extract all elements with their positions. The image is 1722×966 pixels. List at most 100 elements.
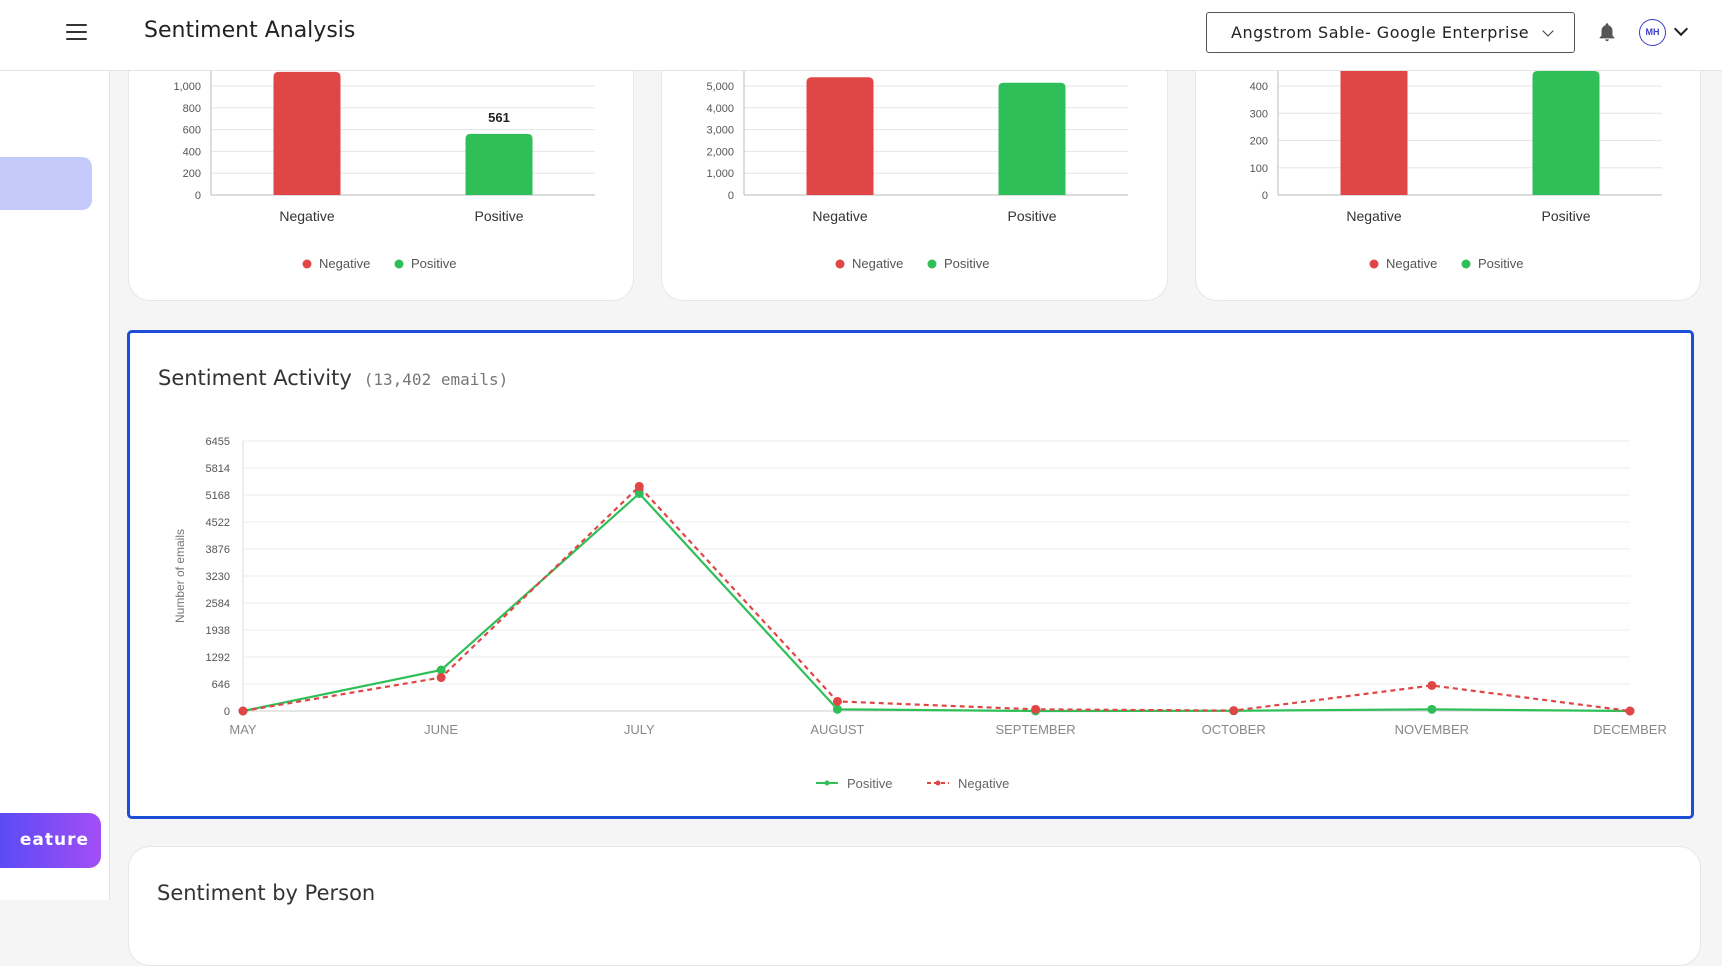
legend-label: Negative — [319, 256, 370, 271]
y-tick-label: 400 — [1250, 81, 1268, 93]
sentiment-by-person-title: Sentiment by Person — [157, 881, 376, 905]
legend-label: Positive — [411, 256, 457, 271]
data-point-negative[interactable] — [1625, 706, 1635, 716]
data-point-positive[interactable] — [436, 665, 446, 675]
feature-button[interactable]: eature — [0, 813, 101, 868]
legend-label: Positive — [847, 776, 893, 791]
data-point-positive[interactable] — [1427, 704, 1437, 714]
legend-marker — [1369, 259, 1379, 269]
x-tick-label: JUNE — [424, 722, 458, 737]
y-tick-label: 4,000 — [706, 103, 734, 115]
menu-icon[interactable] — [66, 24, 87, 40]
sidebar-item-active[interactable] — [0, 157, 92, 210]
legend-marker — [394, 259, 404, 269]
y-tick-label: 6455 — [206, 436, 230, 448]
summary-card-1: 0 200 400 600 800 1,000 Negative Positive 561 Neg… — [128, 40, 634, 301]
y-tick-label: 400 — [183, 146, 201, 158]
legend-marker — [835, 259, 845, 269]
y-tick-label: 4522 — [206, 517, 230, 529]
y-tick-label: 0 — [728, 190, 734, 202]
legend-item-positive[interactable]: Positive — [394, 256, 457, 271]
data-point-negative[interactable] — [436, 673, 446, 683]
series-line-negative — [242, 484, 1631, 713]
sentiment-by-person-card: Sentiment by Person — [128, 846, 1701, 966]
x-tick-label: OCTOBER — [1202, 722, 1266, 737]
y-tick-label: 800 — [183, 103, 201, 115]
y-tick-label: 300 — [1250, 108, 1268, 120]
legend-item-negative[interactable]: Negative — [927, 776, 1009, 791]
organization-select[interactable]: Angstrom Sable- Google Enterprise — [1206, 12, 1575, 53]
data-point-negative[interactable] — [1427, 680, 1437, 690]
sentiment-activity-title: Sentiment Activity (13,402 emails) — [158, 366, 508, 390]
y-tick-label: 5168 — [206, 490, 230, 502]
y-tick-label: 5814 — [206, 463, 230, 475]
summary-bar-chart-2: 0 1,000 2,000 3,000 4,000 5,000 Negative Positi… — [706, 61, 1128, 271]
account-chevron-icon[interactable] — [1673, 21, 1689, 37]
legend-marker — [1461, 259, 1471, 269]
bar-data-label: 561 — [488, 110, 510, 125]
avatar[interactable]: MH — [1639, 19, 1666, 46]
legend-item-negative[interactable]: Negative — [835, 256, 904, 271]
sentiment-activity-card: Sentiment Activity (13,402 emails) 0 646 12… — [127, 330, 1694, 819]
bar-positive[interactable] — [998, 82, 1066, 195]
y-tick-label: 1292 — [206, 652, 230, 664]
data-point-negative[interactable] — [1229, 706, 1239, 716]
bar-negative[interactable] — [806, 77, 874, 195]
data-point-negative[interactable] — [238, 706, 248, 716]
sentiment-activity-heading: Sentiment Activity — [158, 366, 352, 390]
y-tick-label: 100 — [1250, 163, 1268, 175]
page-title: Sentiment Analysis — [144, 18, 356, 43]
x-tick-label: Negative — [1346, 208, 1401, 224]
legend-item-positive[interactable]: Positive — [1461, 256, 1524, 271]
legend-marker — [927, 259, 937, 269]
legend-label: Positive — [944, 256, 990, 271]
legend-label: Negative — [1386, 256, 1437, 271]
data-point-negative[interactable] — [1031, 704, 1041, 714]
x-tick-label: Positive — [474, 208, 523, 224]
bell-icon[interactable] — [1596, 20, 1618, 44]
x-tick-label: Negative — [279, 208, 334, 224]
data-point-positive[interactable] — [634, 488, 644, 498]
top-bar: Sentiment Analysis Angstrom Sable- Googl… — [0, 0, 1722, 71]
legend-item-positive[interactable]: Positive — [927, 256, 990, 271]
y-tick-label: 1,000 — [706, 168, 734, 180]
x-tick-label: SEPTEMBER — [995, 722, 1075, 737]
y-tick-label: 200 — [1250, 136, 1268, 148]
bar-positive[interactable] — [465, 133, 533, 195]
series-line-positive — [242, 491, 1631, 713]
summary-card-2: 0 1,000 2,000 3,000 4,000 5,000 Negative Positi… — [661, 40, 1168, 301]
x-tick-label: NOVEMBER — [1395, 722, 1469, 737]
legend-label: Negative — [958, 776, 1009, 791]
y-tick-label: 646 — [212, 679, 230, 691]
legend-item-positive[interactable]: Positive — [816, 776, 893, 791]
email-count: (13,402 emails) — [363, 370, 509, 389]
bar-positive[interactable] — [1532, 71, 1600, 195]
data-point-negative[interactable] — [832, 696, 842, 706]
y-tick-label: 2584 — [206, 598, 230, 610]
legend-item-negative[interactable]: Negative — [1369, 256, 1438, 271]
y-tick-label: 1,000 — [173, 81, 201, 93]
y-tick-label: 0 — [224, 706, 230, 718]
y-tick-label: 200 — [183, 168, 201, 180]
summary-card-3: 0 100 200 300 400 Negative Positive Negative Pos… — [1195, 40, 1701, 301]
bar-negative[interactable] — [273, 71, 341, 195]
x-tick-label: Positive — [1541, 208, 1590, 224]
legend-label: Negative — [852, 256, 903, 271]
legend-item-negative[interactable]: Negative — [302, 256, 371, 271]
y-tick-label: 3,000 — [706, 125, 734, 137]
x-tick-label: Negative — [812, 208, 867, 224]
y-tick-label: 2,000 — [706, 146, 734, 158]
data-point-positive[interactable] — [832, 704, 842, 714]
organization-select-value: Angstrom Sable- Google Enterprise — [1231, 23, 1530, 42]
bar-negative[interactable] — [1340, 64, 1408, 195]
y-axis-label: Number of emails — [173, 529, 187, 623]
y-tick-label: 3230 — [206, 571, 230, 583]
y-tick-label: 3876 — [206, 544, 230, 556]
y-tick-label: 5,000 — [706, 81, 734, 93]
x-tick-label: MAY — [229, 722, 257, 737]
chevron-down-icon — [1542, 25, 1554, 37]
summary-bar-chart-1: 0 200 400 600 800 1,000 Negative Positive 561 Neg… — [173, 61, 595, 271]
x-tick-label: Positive — [1007, 208, 1056, 224]
summary-bar-chart-3: 0 100 200 300 400 Negative Positive Negative Pos… — [1250, 61, 1662, 271]
data-point-negative[interactable] — [634, 481, 644, 491]
